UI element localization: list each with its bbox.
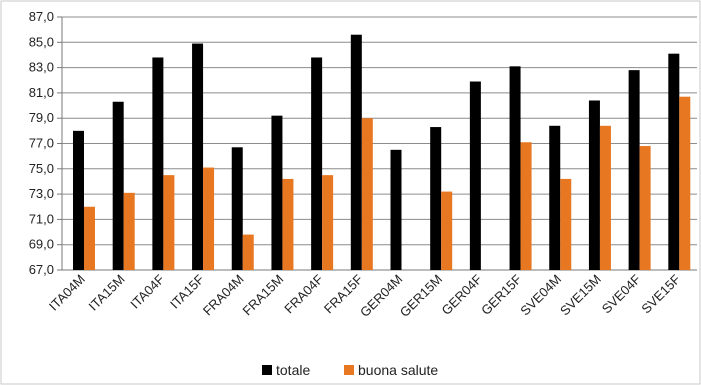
x-tick-label: GER15M xyxy=(397,272,445,320)
bar-totale-sve15f xyxy=(668,53,680,271)
bar-buona-salute-fra04f xyxy=(322,175,334,270)
bar-totale-ger15f xyxy=(509,66,521,271)
bar-totale-fra15m xyxy=(271,115,283,270)
x-tick-label: SVE04F xyxy=(599,271,644,316)
y-tick-label: 87,0 xyxy=(29,9,54,24)
bar-totale-ger15m xyxy=(430,127,442,271)
bar-totale-sve15m xyxy=(588,100,600,271)
y-tick-label: 83,0 xyxy=(29,60,54,75)
y-tick-label: 67,0 xyxy=(29,262,54,277)
legend-label-totale: totale xyxy=(276,362,310,378)
bar-buona-salute-ita15m xyxy=(123,192,135,270)
x-tick-label: ITA04F xyxy=(127,271,167,311)
y-tick-label: 71,0 xyxy=(29,211,54,226)
y-tick-label: 81,0 xyxy=(29,85,54,100)
bar-totale-fra04m xyxy=(231,147,243,270)
bar-totale-sve04m xyxy=(549,125,561,270)
legend-label-buona-salute: buona salute xyxy=(358,362,438,378)
bar-buona-salute-fra15f xyxy=(361,118,373,270)
bar-totale-ita04f xyxy=(152,57,164,271)
y-tick-label: 75,0 xyxy=(29,161,54,176)
legend-swatch-totale xyxy=(262,365,272,375)
x-tick-label: FRA15M xyxy=(240,272,287,319)
bar-buona-salute-sve04m xyxy=(560,178,572,270)
bar-totale-ita15f xyxy=(192,43,204,270)
bar-totale-fra15f xyxy=(350,34,362,271)
y-tick-label: 85,0 xyxy=(29,34,54,49)
y-tick-label: 77,0 xyxy=(29,136,54,151)
x-tick-label: GER15F xyxy=(478,271,524,317)
y-tick-label: 73,0 xyxy=(29,186,54,201)
x-tick-label: FRA04M xyxy=(200,272,247,319)
bar-buona-salute-ita15f xyxy=(203,167,215,270)
bar-buona-salute-sve15m xyxy=(599,125,611,270)
bar-buona-salute-ita04f xyxy=(163,175,175,270)
y-tick-label: 79,0 xyxy=(29,110,54,125)
x-tick-label: SVE15M xyxy=(557,272,604,319)
x-tick-label: ITA04M xyxy=(46,272,88,314)
bar-buona-salute-ita04m xyxy=(84,206,95,270)
bar-totale-ita04m xyxy=(73,130,84,270)
bar-buona-salute-sve04f xyxy=(639,146,651,270)
legend-swatch-buona-salute xyxy=(344,365,354,375)
bar-buona-salute-ger15m xyxy=(441,191,453,270)
bar-buona-salute-sve15f xyxy=(679,96,691,270)
bar-totale-sve04f xyxy=(628,70,640,270)
bar-totale-ger04m xyxy=(390,149,402,270)
bar-totale-ita15m xyxy=(112,101,124,270)
bar-buona-salute-fra04m xyxy=(242,234,254,270)
bar-totale-ger04f xyxy=(469,81,481,270)
x-tick-label: SVE15F xyxy=(638,271,683,316)
bar-buona-salute-ger15f xyxy=(520,142,532,270)
x-tick-label: GER04F xyxy=(438,271,484,317)
bar-totale-fra04f xyxy=(311,57,323,271)
bar-buona-salute-fra15m xyxy=(282,178,294,270)
x-tick-label: FRA04F xyxy=(281,271,326,316)
x-tick-label: ITA15M xyxy=(86,272,128,314)
x-tick-label: SVE04M xyxy=(517,272,564,319)
x-tick-label: GER04M xyxy=(357,272,405,320)
y-tick-label: 69,0 xyxy=(29,237,54,252)
